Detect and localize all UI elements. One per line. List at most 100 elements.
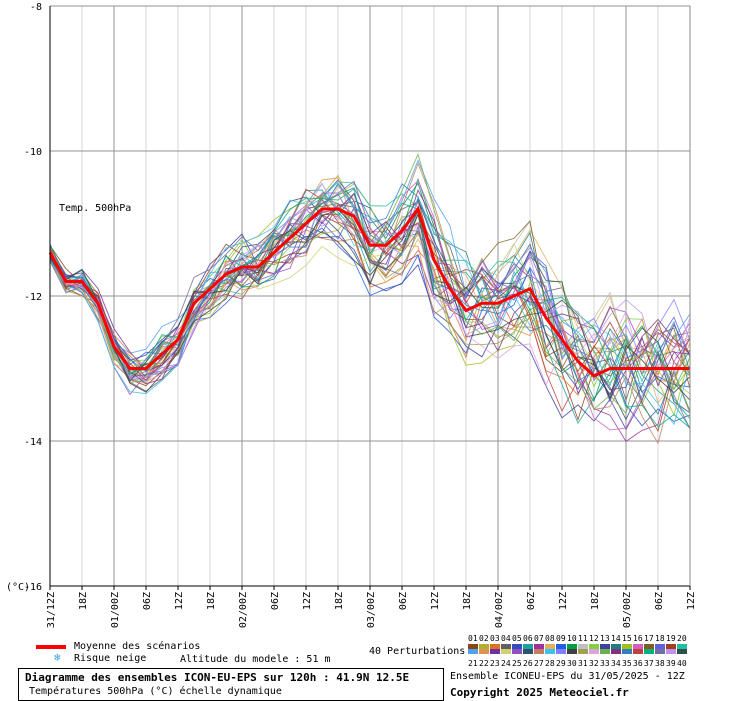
x-tick-label: 12Z [686, 592, 697, 610]
perturbation-line [49, 180, 691, 396]
perturbation-line [49, 182, 691, 403]
palette-swatch [600, 644, 610, 649]
x-tick-label: 12Z [174, 592, 185, 610]
palette-swatch [666, 649, 676, 654]
x-tick-label: 18Z [334, 592, 345, 610]
perturbation-line [49, 188, 691, 429]
mean-legend-swatch [36, 645, 66, 649]
palette-swatch [490, 649, 500, 654]
palette-bottom-swatches [468, 649, 690, 659]
palette-number: 20 [677, 634, 687, 643]
palette-swatch [677, 649, 687, 654]
palette-swatch [556, 649, 566, 654]
perturbation-line [49, 192, 691, 381]
palette-number: 40 [677, 659, 687, 668]
x-tick-label: 06Z [526, 592, 537, 610]
perturbation-line [49, 193, 691, 430]
palette-number: 01 [468, 634, 478, 643]
palette-swatch [556, 644, 566, 649]
y-axis-label: (°C) [6, 582, 30, 593]
x-tick-label: 12Z [430, 592, 441, 610]
palette-swatch [666, 644, 676, 649]
palette-swatch [523, 649, 533, 654]
palette-number: 04 [501, 634, 511, 643]
palette-number: 39 [666, 659, 676, 668]
palette-number: 31 [578, 659, 588, 668]
palette-number: 24 [501, 659, 511, 668]
altitude-label: Altitude du modele : 51 m [180, 654, 331, 665]
x-tick-label: 06Z [270, 592, 281, 610]
palette-number: 28 [545, 659, 555, 668]
palette-number: 05 [512, 634, 522, 643]
x-tick-label: 03/00Z [366, 592, 377, 628]
palette-number: 26 [523, 659, 533, 668]
x-tick-label: 04/00Z [494, 592, 505, 628]
palette-number: 19 [666, 634, 676, 643]
x-tick-label: 18Z [206, 592, 217, 610]
perturbation-line [49, 182, 691, 426]
palette-number: 25 [512, 659, 522, 668]
perturbation-line [49, 189, 691, 400]
palette-number: 30 [567, 659, 577, 668]
palette-swatch [545, 649, 555, 654]
x-tick-label: 18Z [590, 592, 601, 610]
perturbation-lines [49, 152, 691, 445]
x-tick-label: 06Z [398, 592, 409, 610]
y-tick-label: -8 [30, 2, 42, 13]
palette-number: 18 [655, 634, 665, 643]
palette-number: 06 [523, 634, 533, 643]
y-tick-label: -10 [24, 147, 42, 158]
palette-number: 16 [633, 634, 643, 643]
palette-swatch [622, 644, 632, 649]
perturbation-line [49, 179, 691, 431]
palette-number: 35 [622, 659, 632, 668]
palette-number: 09 [556, 634, 566, 643]
palette-number: 27 [534, 659, 544, 668]
palette-number: 07 [534, 634, 544, 643]
palette-swatch [633, 649, 643, 654]
x-tick-label: 01/00Z [110, 592, 121, 628]
ensemble-chart: 31/12Z 18Z 01/00Z 06Z 12Z 18Z 02/00Z 06Z 12Z 18Z 0… [6, 2, 697, 628]
palette-swatch [512, 644, 522, 649]
palette-swatch [578, 649, 588, 654]
palette-bottom-numbers: 21 22 23 24 25 26 27 28 29 30 31 32 33 34 35 36 37 38 39 40 [468, 659, 690, 669]
footer-box: Diagramme des ensembles ICON-EU-EPS sur … [18, 668, 444, 701]
palette-swatch [589, 649, 599, 654]
x-tick-label: 18Z [462, 592, 473, 610]
perturbations-label: 40 Perturbations [369, 646, 466, 657]
x-tick-label: 06Z [142, 592, 153, 610]
palette-swatch [677, 644, 687, 649]
palette-number: 12 [589, 634, 599, 643]
palette-number: 14 [611, 634, 621, 643]
palette-number: 08 [545, 634, 555, 643]
palette-number: 38 [655, 659, 665, 668]
palette-swatch [600, 649, 610, 654]
axes: 31/12Z 18Z 01/00Z 06Z 12Z 18Z 02/00Z 06Z 12Z 18Z 0… [24, 2, 697, 628]
y-tick-label: -12 [24, 292, 42, 303]
footer-subtitle: Températures 500hPa (°C) échelle dynamiq… [29, 686, 282, 697]
palette-top-swatches [468, 644, 690, 654]
palette-number: 33 [600, 659, 610, 668]
palette-number: 37 [644, 659, 654, 668]
palette-number: 23 [490, 659, 500, 668]
palette-swatch [501, 644, 511, 649]
palette-number: 36 [633, 659, 643, 668]
perturbation-line [49, 162, 691, 445]
palette-swatch [655, 649, 665, 654]
x-tick-label: 18Z [78, 592, 89, 610]
perturbation-line [49, 177, 691, 384]
perturbation-line [49, 188, 691, 413]
palette-swatch [468, 644, 478, 649]
palette-swatch [644, 644, 654, 649]
palette-swatch [534, 649, 544, 654]
palette-swatch [611, 649, 621, 654]
palette-swatch [490, 644, 500, 649]
palette-number: 03 [490, 634, 500, 643]
palette-swatch [633, 644, 643, 649]
palette-top-numbers: 01 02 03 04 05 06 07 08 09 10 11 12 13 14 15 16 17 18 19 20 [468, 634, 690, 644]
copyright: Copyright 2025 Meteociel.fr [450, 686, 629, 699]
snow-legend-label: Risque neige [74, 653, 147, 664]
grid [49, 5, 691, 587]
snowflake-icon: ❄ [54, 651, 61, 664]
x-tick-label: 12Z [302, 592, 313, 610]
